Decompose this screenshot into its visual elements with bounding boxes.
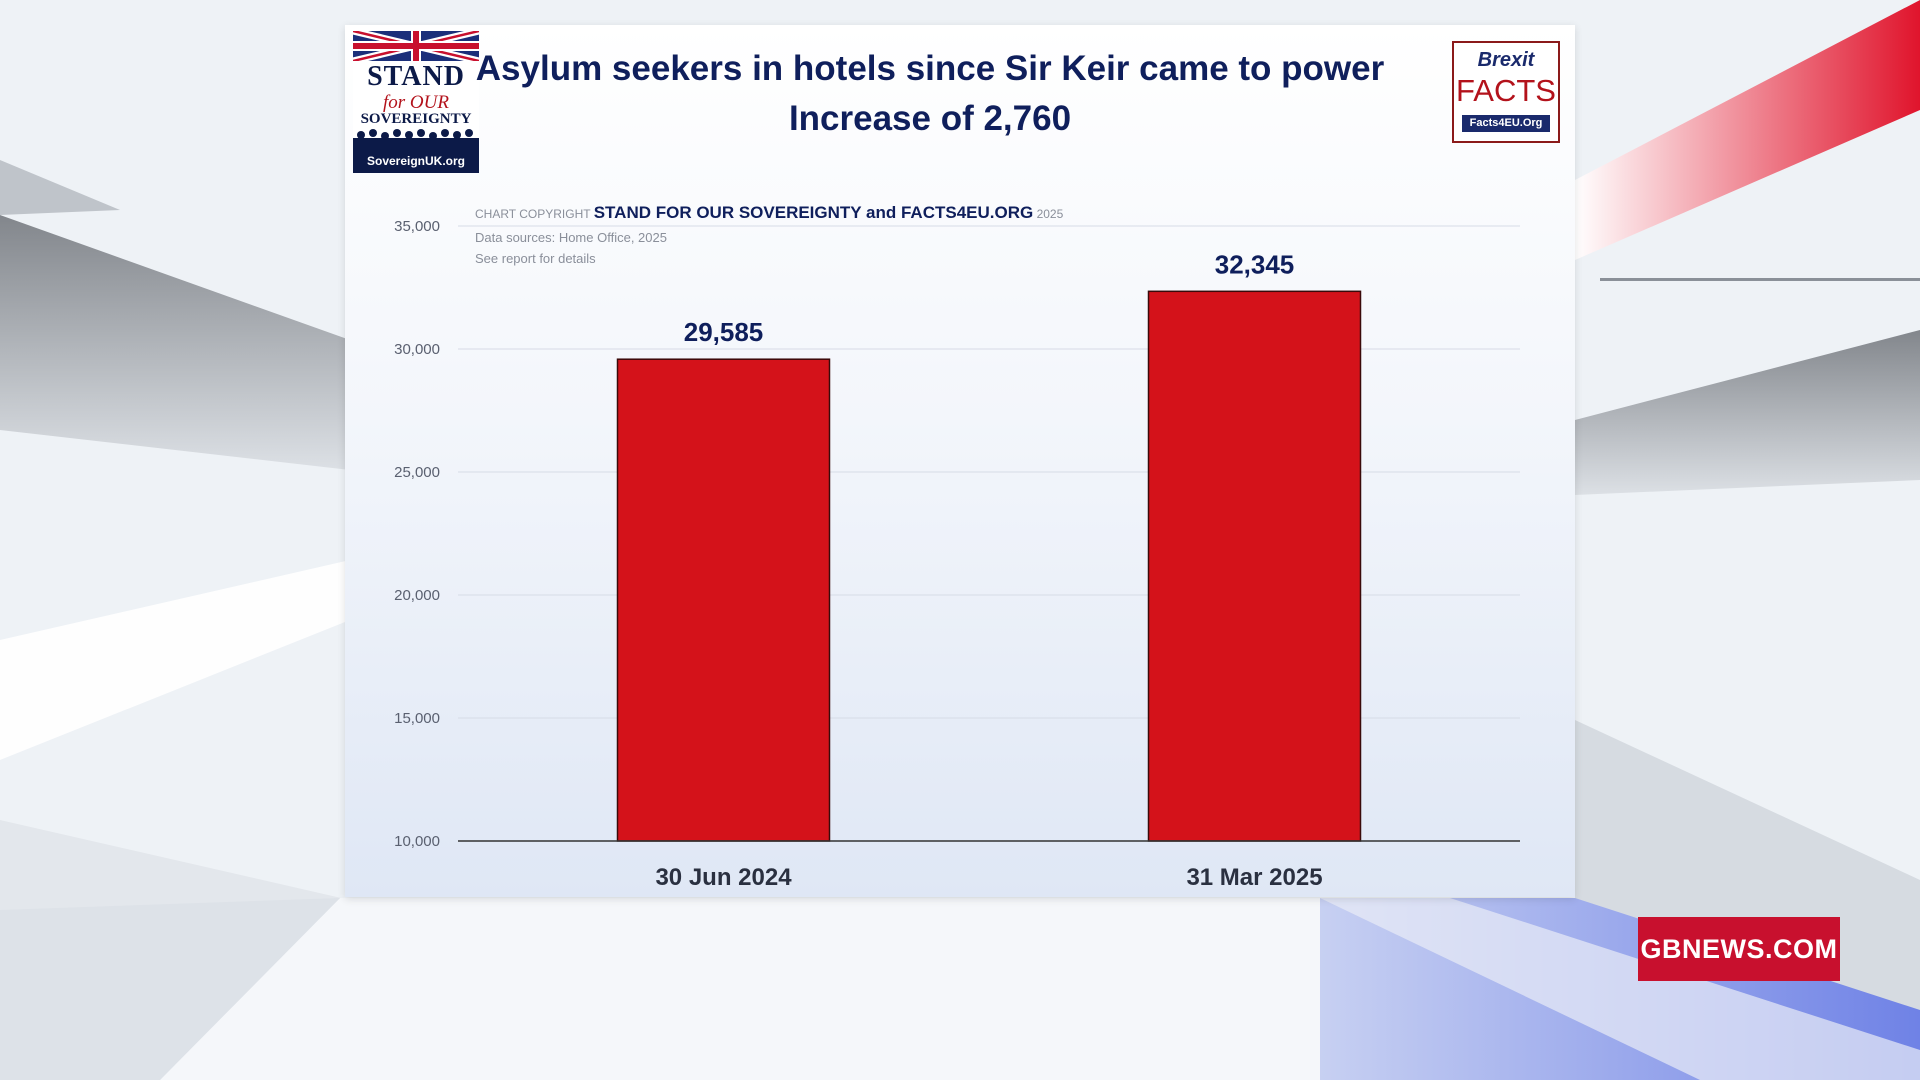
y-tick-label: 35,000 <box>394 218 440 235</box>
bar-value-label: 29,585 <box>684 317 764 347</box>
logo-url-sovereignuk: SovereignUK.org <box>353 150 479 173</box>
copyright-year: 2025 <box>1036 207 1064 221</box>
y-tick-label: 30,000 <box>394 341 440 358</box>
brexit-facts-logo: Brexit FACTS Facts4EU.Org <box>1452 41 1560 143</box>
x-tick-label: 30 Jun 2024 <box>655 864 792 891</box>
bar-value-label: 32,345 <box>1215 249 1295 279</box>
chart-subtitle: Increase of 2,760 <box>788 99 1072 138</box>
y-tick-label: 20,000 <box>394 587 440 604</box>
y-tick-label: 15,000 <box>394 710 440 727</box>
bar <box>1147 290 1362 842</box>
data-source-note: Data sources: Home Office, 2025 <box>475 230 667 245</box>
y-tick-label: 25,000 <box>394 464 440 481</box>
report-details-note: See report for details <box>475 251 596 266</box>
y-tick-label: 10,000 <box>394 833 440 850</box>
logo-text-sovereignty: SOVEREIGNTY <box>360 111 472 127</box>
gbnews-badge: GBNEWS.COM <box>1638 917 1840 981</box>
chart-card: STAND for OUR SOVEREIGNTY SovereignUK.or… <box>345 25 1575 897</box>
logo-text-brexit: Brexit <box>1477 49 1535 71</box>
crowd-silhouette-icon <box>353 129 479 151</box>
chart-copyright: CHART COPYRIGHT STAND FOR OUR SOVEREIGNT… <box>475 203 1063 223</box>
copyright-prefix: CHART COPYRIGHT <box>475 207 591 221</box>
stand-for-our-sovereignty-logo: STAND for OUR SOVEREIGNTY SovereignUK.or… <box>353 31 479 173</box>
chart-title: Asylum seekers in hotels since Sir Keir … <box>475 49 1385 88</box>
logo-url-facts4eu: Facts4EU.Org <box>1462 115 1550 132</box>
logo-text-for-our: for OUR <box>383 92 449 113</box>
copyright-owners: STAND FOR OUR SOVEREIGNTY and FACTS4EU.O… <box>593 203 1034 222</box>
x-tick-label: 31 Mar 2025 <box>1186 864 1322 891</box>
logo-text-facts: FACTS <box>1456 73 1556 108</box>
logo-text-stand: STAND <box>367 61 465 92</box>
bar <box>616 358 831 842</box>
union-flag-icon <box>353 31 479 61</box>
bar-chart: 10,000 15,000 20,000 25,000 30,000 35,000 29,5… <box>394 218 1520 891</box>
